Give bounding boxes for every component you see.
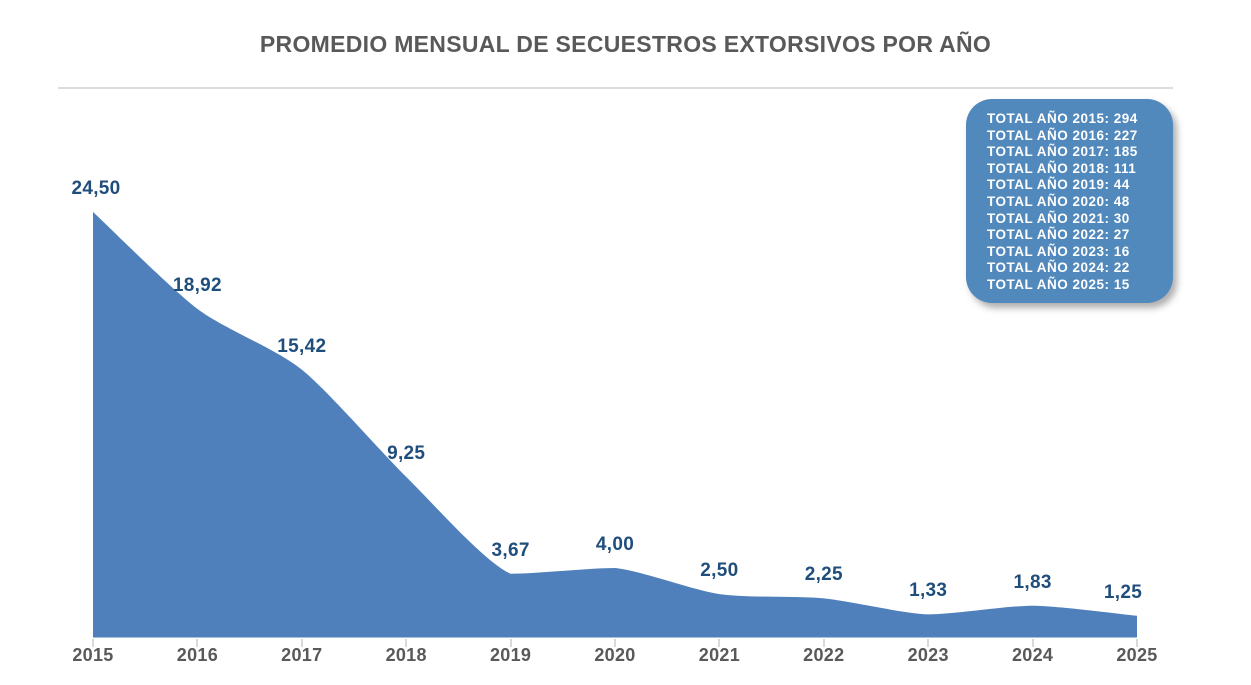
x-axis-label-2022: 2022 (803, 645, 845, 665)
total-line-2020: TOTAL AÑO 2020: 48 (987, 193, 1130, 209)
x-axis-tick-2022 (822, 638, 825, 647)
chart-title: PROMEDIO MENSUAL DE SECUESTROS EXTORSIVO… (259, 31, 992, 57)
data-label-2025: 1,25 (1103, 581, 1143, 603)
x-axis-label-2017: 2017 (281, 645, 323, 665)
x-axis-tick-2015 (92, 638, 94, 647)
x-axis-label-2025: 2025 (1116, 645, 1158, 665)
data-label-2021: 2,50 (700, 560, 739, 582)
data-label-2023: 1,33 (909, 580, 948, 602)
x-axis-tick-2025 (1136, 638, 1138, 647)
x-axis-tick-2018 (405, 638, 408, 647)
data-label-2017: 15,42 (277, 335, 327, 357)
total-line-2024: TOTAL AÑO 2024: 22 (987, 260, 1130, 276)
x-axis-tick-2016 (196, 638, 199, 647)
x-axis-label-2019: 2019 (489, 645, 532, 665)
x-axis-label-2023: 2023 (907, 645, 949, 665)
x-axis-tick-2017 (300, 638, 303, 647)
x-axis-tick-2021 (718, 638, 721, 647)
total-line-2016: TOTAL AÑO 2016: 227 (987, 127, 1138, 143)
x-axis-label-2015: 2015 (72, 645, 114, 665)
x-axis-tick-2019 (509, 638, 512, 647)
x-axis-label-2024: 2024 (1011, 645, 1054, 665)
data-label-2015: 24,50 (71, 177, 121, 199)
title-separator (58, 87, 1173, 89)
total-line-2021: TOTAL AÑO 2021: 30 (987, 210, 1130, 226)
area-series-fill (93, 211, 1137, 638)
total-line-2022: TOTAL AÑO 2022: 27 (987, 227, 1130, 243)
x-axis-label-2018: 2018 (385, 645, 427, 665)
x-axis-tick-2020 (614, 638, 616, 647)
total-line-2025: TOTAL AÑO 2025: 15 (987, 276, 1130, 292)
x-axis-tick-2023 (927, 638, 930, 647)
total-line-2019: TOTAL AÑO 2019: 44 (987, 177, 1130, 193)
data-label-2018: 9,25 (387, 442, 426, 464)
x-axis-label-2021: 2021 (698, 645, 741, 665)
data-label-2024: 1,83 (1013, 571, 1052, 593)
data-label-2022: 2,25 (804, 564, 843, 586)
total-line-2015: TOTAL AÑO 2015: 294 (987, 111, 1138, 126)
x-axis-label-2016: 2016 (176, 645, 219, 665)
x-axis-label-2020: 2020 (594, 645, 636, 665)
data-label-2016: 18,92 (172, 274, 222, 296)
data-label-2019: 3,67 (491, 539, 530, 561)
total-line-2017: TOTAL AÑO 2017: 185 (987, 144, 1138, 160)
total-line-2023: TOTAL AÑO 2023: 16 (987, 243, 1130, 259)
totals-annotation-box: TOTAL AÑO 2015: 294 TOTAL AÑO 2016: 227 TO… (966, 99, 1173, 303)
x-axis-tick-2024 (1031, 638, 1034, 647)
data-label-2020: 4,00 (595, 534, 635, 556)
total-line-2018: TOTAL AÑO 2018: 111 (987, 160, 1137, 176)
